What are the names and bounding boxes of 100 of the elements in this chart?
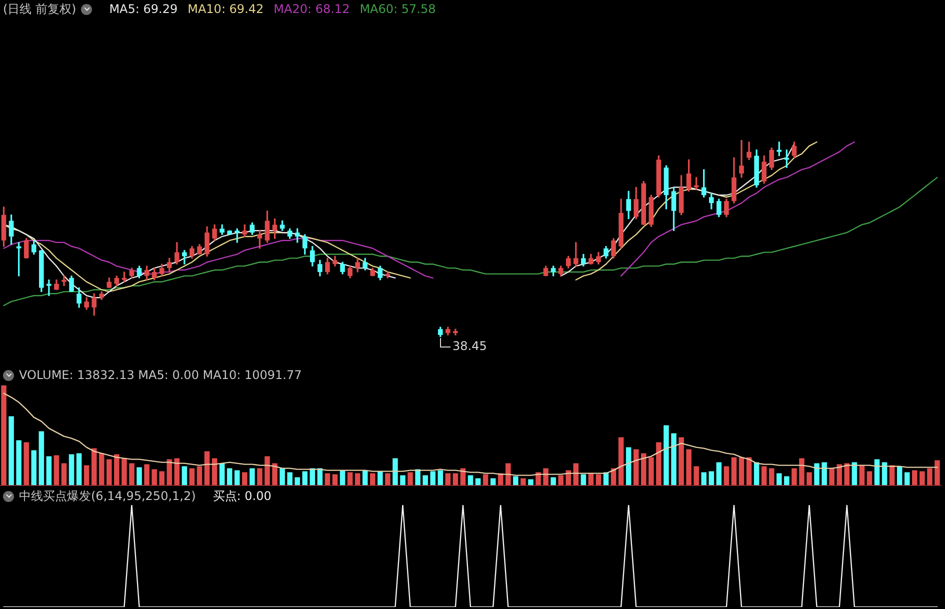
text: MA10: 69.42 [188,2,264,17]
chart-title: 中线买点爆发(6,14,95,250,1,2) [19,489,196,504]
bar [814,463,820,486]
bar [84,465,90,486]
bar [543,468,548,486]
bar [166,459,172,486]
bar [430,471,436,486]
bar [648,457,654,486]
bar [731,457,737,486]
bar [294,477,300,486]
bar [513,476,518,486]
bar [159,471,164,486]
bar [776,473,782,486]
text: MA20: 68.12 [274,2,350,17]
bar [859,465,865,486]
bar [280,468,285,486]
bar [234,470,240,486]
bar [626,447,632,486]
bar [302,471,308,486]
bar [136,467,142,486]
bar [8,416,14,486]
bar [738,457,744,486]
text: 38.45 [452,339,487,354]
bar [904,472,910,486]
bar [257,468,262,486]
bar [520,478,526,486]
candlestick [182,250,187,264]
bar [452,473,458,486]
bar [866,471,872,486]
bar [920,471,925,486]
bar [76,453,82,486]
bar [445,473,451,486]
bar [822,462,827,486]
bar [219,463,225,486]
bar [792,468,797,486]
bar [31,450,37,486]
bar [927,468,932,486]
bar [580,474,586,486]
bar [528,479,534,486]
bar [664,425,669,486]
text: MA60: 57.58 [360,2,436,17]
bar [91,448,97,486]
bar [250,468,255,486]
bar [182,466,188,486]
bar [422,475,428,486]
bar [61,463,67,486]
bar [694,466,699,486]
bar [129,463,134,486]
bar [641,453,646,486]
bar [836,464,842,486]
bar [400,475,406,486]
bar [189,468,195,486]
bar [829,468,834,486]
bar [324,473,330,486]
bar [332,474,338,486]
bar [38,431,44,486]
bar [806,472,812,486]
bar [242,472,248,486]
bar [54,455,60,486]
bar [633,449,639,486]
bar [896,466,902,486]
candlestick [62,276,66,286]
chart-title: (日线 前复权) [3,2,76,17]
bar [1,385,6,486]
bar [618,437,624,486]
bar [226,468,232,486]
bar [912,470,918,486]
bar [24,442,29,486]
bar [106,459,112,486]
bar [354,473,360,486]
bar [708,471,714,486]
bar [152,469,157,486]
bar [566,470,571,486]
bar [799,458,804,486]
bar [378,471,383,486]
bar [392,458,398,486]
bar [768,468,774,486]
chart-title: VOLUME: 13832.13 MA5: 0.00 MA10: 10091.77 [19,368,302,383]
bar [716,462,722,486]
bar [264,456,270,486]
legend-label: MA5: 69.29 [109,2,178,17]
bar [558,475,564,486]
bar [114,454,120,486]
bar [482,474,488,486]
bar [550,477,556,486]
bar [415,469,420,486]
bar [934,460,940,486]
bar [536,472,541,486]
bar [468,475,474,486]
bar [385,473,390,486]
bar [506,463,511,486]
bar [761,466,767,486]
bar [122,458,127,486]
bar [204,451,210,486]
text: 买点: 0.00 [212,489,272,504]
candlestick [46,280,52,296]
bar [272,463,278,486]
bar [287,472,292,486]
bar [784,476,790,486]
bar [408,472,413,486]
